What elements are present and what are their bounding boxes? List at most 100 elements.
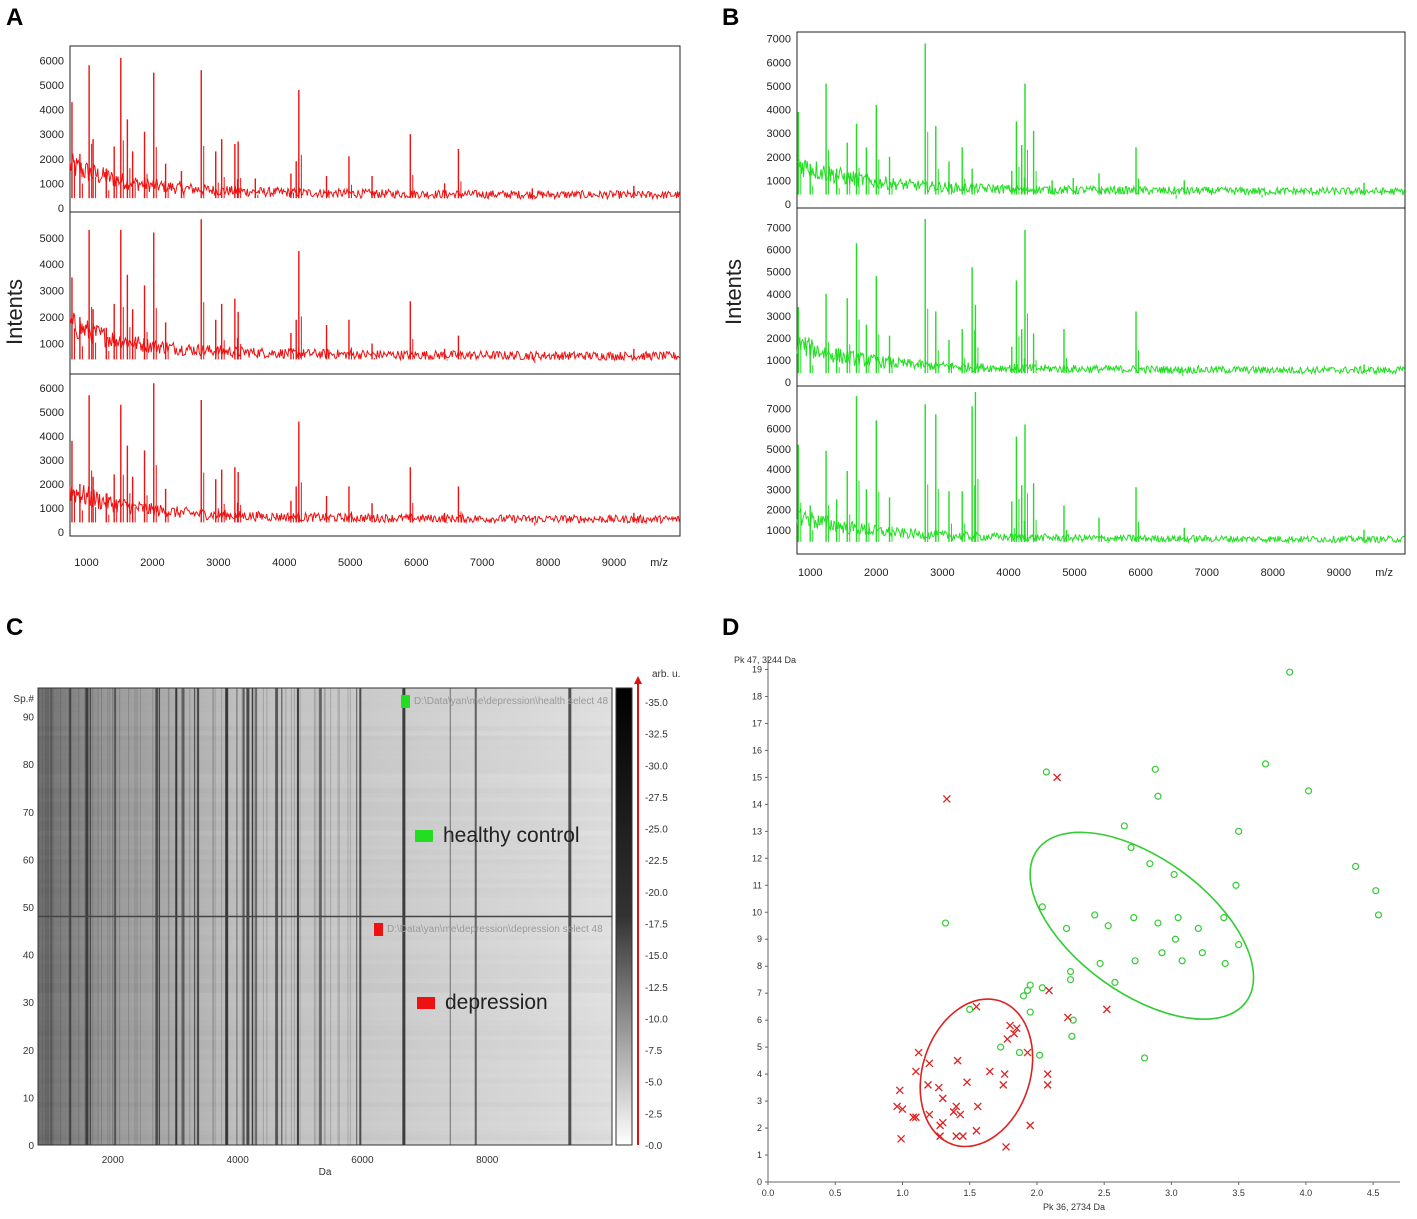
- y-tick-label: 4000: [767, 289, 791, 301]
- depression-point: [1002, 1142, 1010, 1151]
- gel-spectrum-row: [38, 959, 612, 965]
- healthy-point: [1174, 914, 1182, 922]
- y-tick-label: 80: [23, 760, 35, 771]
- gel-spectrum-row: [38, 1006, 612, 1012]
- y-axis-label: Sp.#: [13, 694, 34, 705]
- gel-spectrum-row: [38, 830, 612, 836]
- healthy-point: [1062, 924, 1071, 933]
- legend-depression-swatch: [417, 997, 435, 1009]
- healthy-point: [1170, 870, 1178, 879]
- y-tick-label: 18: [752, 691, 762, 701]
- y-tick-label: 17: [752, 718, 762, 728]
- healthy-point: [1374, 911, 1383, 919]
- colorbar-tick-label: -22.5: [645, 856, 668, 867]
- gel-spectrum-row: [38, 973, 612, 979]
- gel-spectrum-row: [38, 1078, 612, 1084]
- y-axis-label: Pk 47, 3244 Da: [734, 655, 796, 665]
- x-tick-label: 8000: [476, 1155, 499, 1166]
- gel-spectrum-row: [38, 892, 612, 898]
- y-tick-label: 4000: [767, 105, 791, 117]
- gel-spectrum-row: [38, 1054, 612, 1060]
- gel-spectrum-row: [38, 1135, 612, 1141]
- y-tick-label: 20: [23, 1046, 35, 1057]
- depression-point: [911, 1113, 920, 1122]
- depression-point: [924, 1080, 932, 1089]
- x-tick-label: 2.0: [1031, 1188, 1044, 1198]
- gel-spectrum-row: [38, 849, 612, 855]
- gel-spectrum-row: [38, 702, 612, 708]
- colorbar-tick-label: -15.0: [645, 951, 668, 962]
- x-tick-label: 3.0: [1165, 1188, 1178, 1198]
- y-tick-label: 5000: [767, 444, 791, 456]
- spectrum-trace-1: [796, 337, 1406, 376]
- subplot-frame-2: [69, 373, 681, 537]
- y-tick-label: 4000: [40, 259, 64, 271]
- colorbar-tick-label: -17.5: [645, 920, 668, 931]
- y-tick-label: 1000: [40, 178, 64, 190]
- y-tick-label: 3000: [767, 128, 791, 140]
- gel-spectrum-row: [38, 787, 612, 793]
- healthy-point: [1038, 984, 1046, 992]
- gel-spectrum-row: [38, 840, 612, 846]
- gel-spectrum-row: [38, 835, 612, 841]
- colorbar-tick-label: -5.0: [645, 1078, 663, 1089]
- panel-label-c: C: [6, 614, 24, 641]
- gel-spectrum-row: [38, 754, 612, 760]
- gel-spectrum-row: [38, 1125, 612, 1131]
- depression-point: [1023, 1048, 1032, 1057]
- y-tick-label: 6000: [40, 55, 64, 67]
- x-tick-label: 2000: [140, 557, 164, 569]
- colorbar-tick-label: -12.5: [645, 983, 668, 994]
- y-tick-label: 7: [757, 988, 762, 998]
- depression-point: [1012, 1024, 1021, 1033]
- gel-spectrum-row: [38, 902, 612, 907]
- x-tick-label: 7000: [1194, 567, 1218, 579]
- healthy-point: [1221, 959, 1229, 968]
- gel-spectrum-row: [38, 987, 612, 993]
- gel-spectrum-row: [38, 797, 612, 803]
- depression-point: [1006, 1021, 1015, 1030]
- gel-spectrum-row: [38, 1140, 612, 1145]
- gel-spectrum-row: [38, 745, 612, 750]
- gel-spectrum-row: [38, 954, 612, 960]
- healthy-point: [1015, 1048, 1024, 1057]
- depression-point: [999, 1080, 1008, 1089]
- gel-spectrum-row: [38, 1016, 612, 1022]
- spectrum-trace-1: [69, 312, 680, 362]
- healthy-path-label: D:\Data\yan\me\depression\health select …: [401, 695, 608, 708]
- legend-healthy-control: healthy control: [415, 824, 580, 848]
- y-tick-label: 7000: [767, 403, 791, 415]
- x-tick-label: 4000: [272, 557, 296, 569]
- y-tick-label: 50: [23, 903, 35, 914]
- healthy-point: [1023, 986, 1032, 995]
- depression-point: [1045, 986, 1053, 995]
- y-tick-label: 3000: [767, 311, 791, 323]
- healthy-point: [1019, 992, 1028, 1000]
- gel-spectrum-row: [38, 1073, 612, 1079]
- gel-spectrum-row: [38, 735, 612, 741]
- healthy-point: [1042, 768, 1050, 776]
- depression-point: [925, 1059, 934, 1068]
- gel-spectrum-row: [38, 688, 612, 693]
- gel-spectrum-row: [38, 1111, 612, 1117]
- y-tick-label: 70: [23, 808, 35, 819]
- depression-point: [1026, 1121, 1035, 1130]
- y-tick-label: 5000: [767, 267, 791, 279]
- gel-spectrum-row: [38, 1083, 612, 1088]
- healthy-point: [1146, 860, 1154, 868]
- healthy-point: [1096, 959, 1104, 968]
- colorbar-tick-label: -30.0: [645, 761, 668, 772]
- gel-spectrum-row: [38, 878, 612, 884]
- y-tick-label: 10: [752, 907, 762, 917]
- healthy-point: [1198, 949, 1206, 957]
- gel-spectrum-row: [38, 740, 612, 746]
- x-tick-label: 4.0: [1300, 1188, 1313, 1198]
- confidence-ellipse-depression: [919, 998, 1034, 1148]
- depression-point: [952, 1102, 961, 1111]
- gel-spectrum-row: [38, 921, 612, 927]
- x-tick-label: 7000: [470, 557, 494, 569]
- depression-point: [897, 1134, 906, 1143]
- x-tick-label: 6000: [1128, 567, 1152, 579]
- x-axis-label: m/z: [1375, 567, 1393, 579]
